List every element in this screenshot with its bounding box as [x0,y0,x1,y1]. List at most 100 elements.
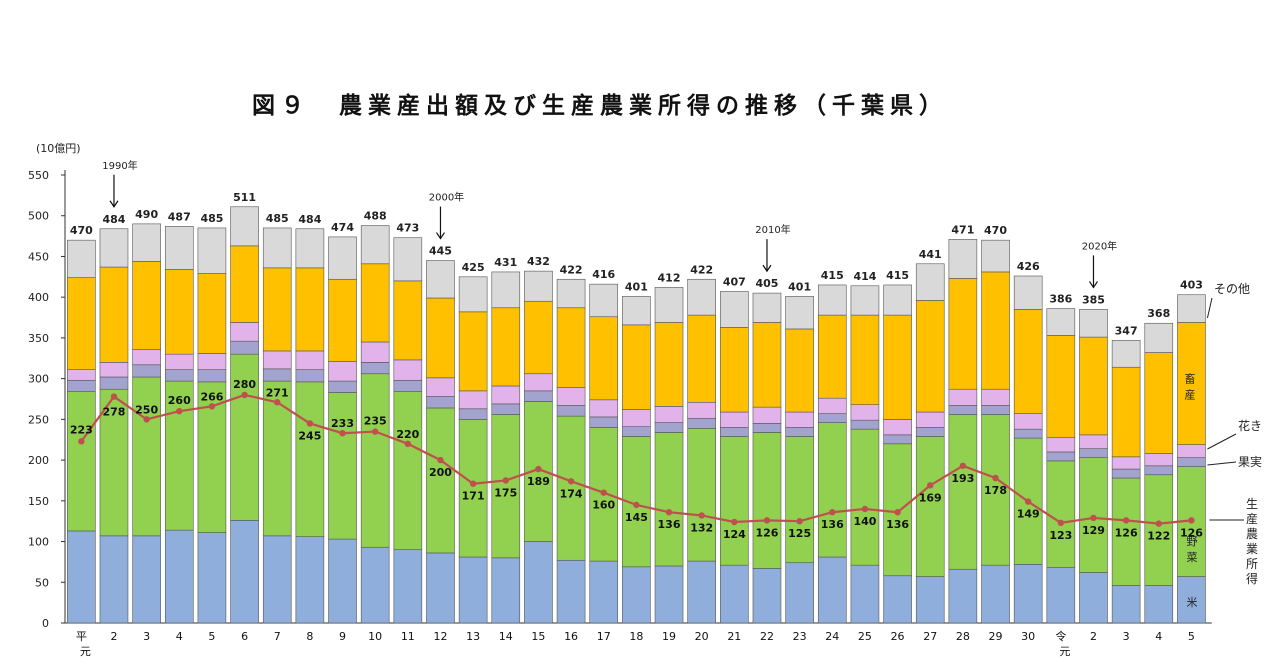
bar-segment-果実 [1046,451,1076,462]
x-tick-label: 27 [923,630,937,643]
income-point [567,478,575,485]
bar-segment-花き [262,350,292,370]
bar-segment-米 [622,566,651,624]
legend-label-income-char: 得 [1246,571,1258,586]
income-point [339,430,346,437]
bar-segment-畜産 [1013,309,1043,414]
bar-segment-米 [491,557,521,624]
income-value-label: 126 [755,526,778,539]
x-tick-label: 22 [760,630,774,643]
bar-total-label: 484 [102,213,125,226]
bar-total-label: 401 [788,280,811,293]
bar-segment-その他 [164,226,194,270]
income-value-label: 129 [1082,524,1105,537]
legend-label-income-char: 産 [1246,511,1258,526]
legend-label-kajitsu: 果実 [1238,454,1262,469]
bar-segment-米 [1177,576,1206,624]
bar-segment-花き [687,401,716,419]
bar-total-label: 485 [200,212,223,225]
bar-segment-花き [1013,413,1043,430]
y-tick-label: 100 [28,536,49,549]
bar-segment-畜産 [1046,335,1076,438]
income-point [469,480,477,487]
legend-pointer [1207,433,1237,450]
bar-segment-その他 [1144,322,1174,353]
bar-segment-野菜 [654,432,684,567]
income-value-label: 160 [592,499,615,512]
x-tick-label: 10 [368,630,382,643]
bar-segment-その他 [817,284,847,316]
bar-segment-米 [197,532,227,624]
bar-segment-畜産 [687,314,716,403]
year-annotation-label: 2010年 [755,223,790,236]
bar-segment-畜産 [850,314,880,406]
legend-label-kome: 米 [1187,596,1198,609]
income-point [371,428,379,435]
income-point [241,391,248,399]
income-point [535,465,542,473]
bar-segment-野菜 [948,414,978,570]
annotations: 1990年 2000年 2010年 2020年 [102,159,1117,289]
x-tick-label: 9 [339,630,346,643]
bar-segment-米 [981,564,1010,624]
bar-segment-野菜 [850,428,880,566]
bar-total-label: 412 [658,271,681,284]
x-tick-label: 15 [531,630,545,643]
bar-total-label: 403 [1180,279,1203,292]
bar-segment-花き [981,388,1010,406]
bar-segment-花き [850,404,880,421]
bar-segment-果実 [720,427,749,437]
x-tick-label: 3 [143,630,150,643]
income-point [927,482,934,489]
bar-segment-その他 [328,236,357,280]
bar-segment-畜産 [328,278,357,362]
income-point [176,408,183,415]
x-tick-label: 3 [1123,630,1130,643]
bar-segment-米 [360,546,390,624]
income-value-label: 149 [1017,508,1040,521]
bar-segment-その他 [393,237,423,282]
bar-segment-果実 [262,368,292,382]
bar-total-label: 473 [396,222,419,235]
bar-segment-花き [654,406,684,423]
bar-segment-野菜 [458,419,488,558]
bar-segment-その他 [1111,340,1141,368]
bar-total-label: 441 [919,248,942,261]
bar-segment-花き [524,373,553,392]
income-value-label: 260 [168,394,191,407]
bar-segment-その他 [981,239,1010,273]
bar-segment-花き [817,397,847,414]
bar-segment-米 [1144,585,1174,624]
income-point [763,517,771,524]
legend-label-income-char: 生 [1246,497,1258,511]
bar-total-label: 368 [1147,307,1170,320]
x-tick-label: 18 [629,630,643,643]
bar-total-label: 445 [429,245,452,258]
x-tick-label: 25 [858,630,872,643]
bar-segment-花き [360,341,390,363]
income-point [502,477,509,484]
bar-segment-米 [785,562,814,624]
x-tick-label: 30 [1021,630,1035,643]
bar-total-label: 511 [233,191,256,204]
x-tick-label: 5 [1188,630,1195,643]
bar-segment-果実 [752,423,782,433]
income-point [698,512,705,519]
income-value-label: 126 [1115,526,1138,539]
bar-segment-畜産 [197,273,227,354]
y-tick-label: 150 [28,495,49,508]
bar-segment-その他 [752,292,782,323]
bar-segment-畜産 [67,277,96,370]
bar-segment-その他 [197,227,227,274]
x-tick-label: 19 [662,630,676,643]
bar-segment-その他 [524,270,553,302]
bar-segment-畜産 [817,314,847,399]
income-point [1188,517,1195,524]
bar-segment-畜産 [262,267,292,352]
y-tick-label: 0 [42,617,49,630]
bar-segment-畜産 [1079,336,1108,436]
x-tick-label: 29 [989,630,1003,643]
income-value-label: 140 [853,515,876,528]
bar-segment-花き [197,353,227,370]
